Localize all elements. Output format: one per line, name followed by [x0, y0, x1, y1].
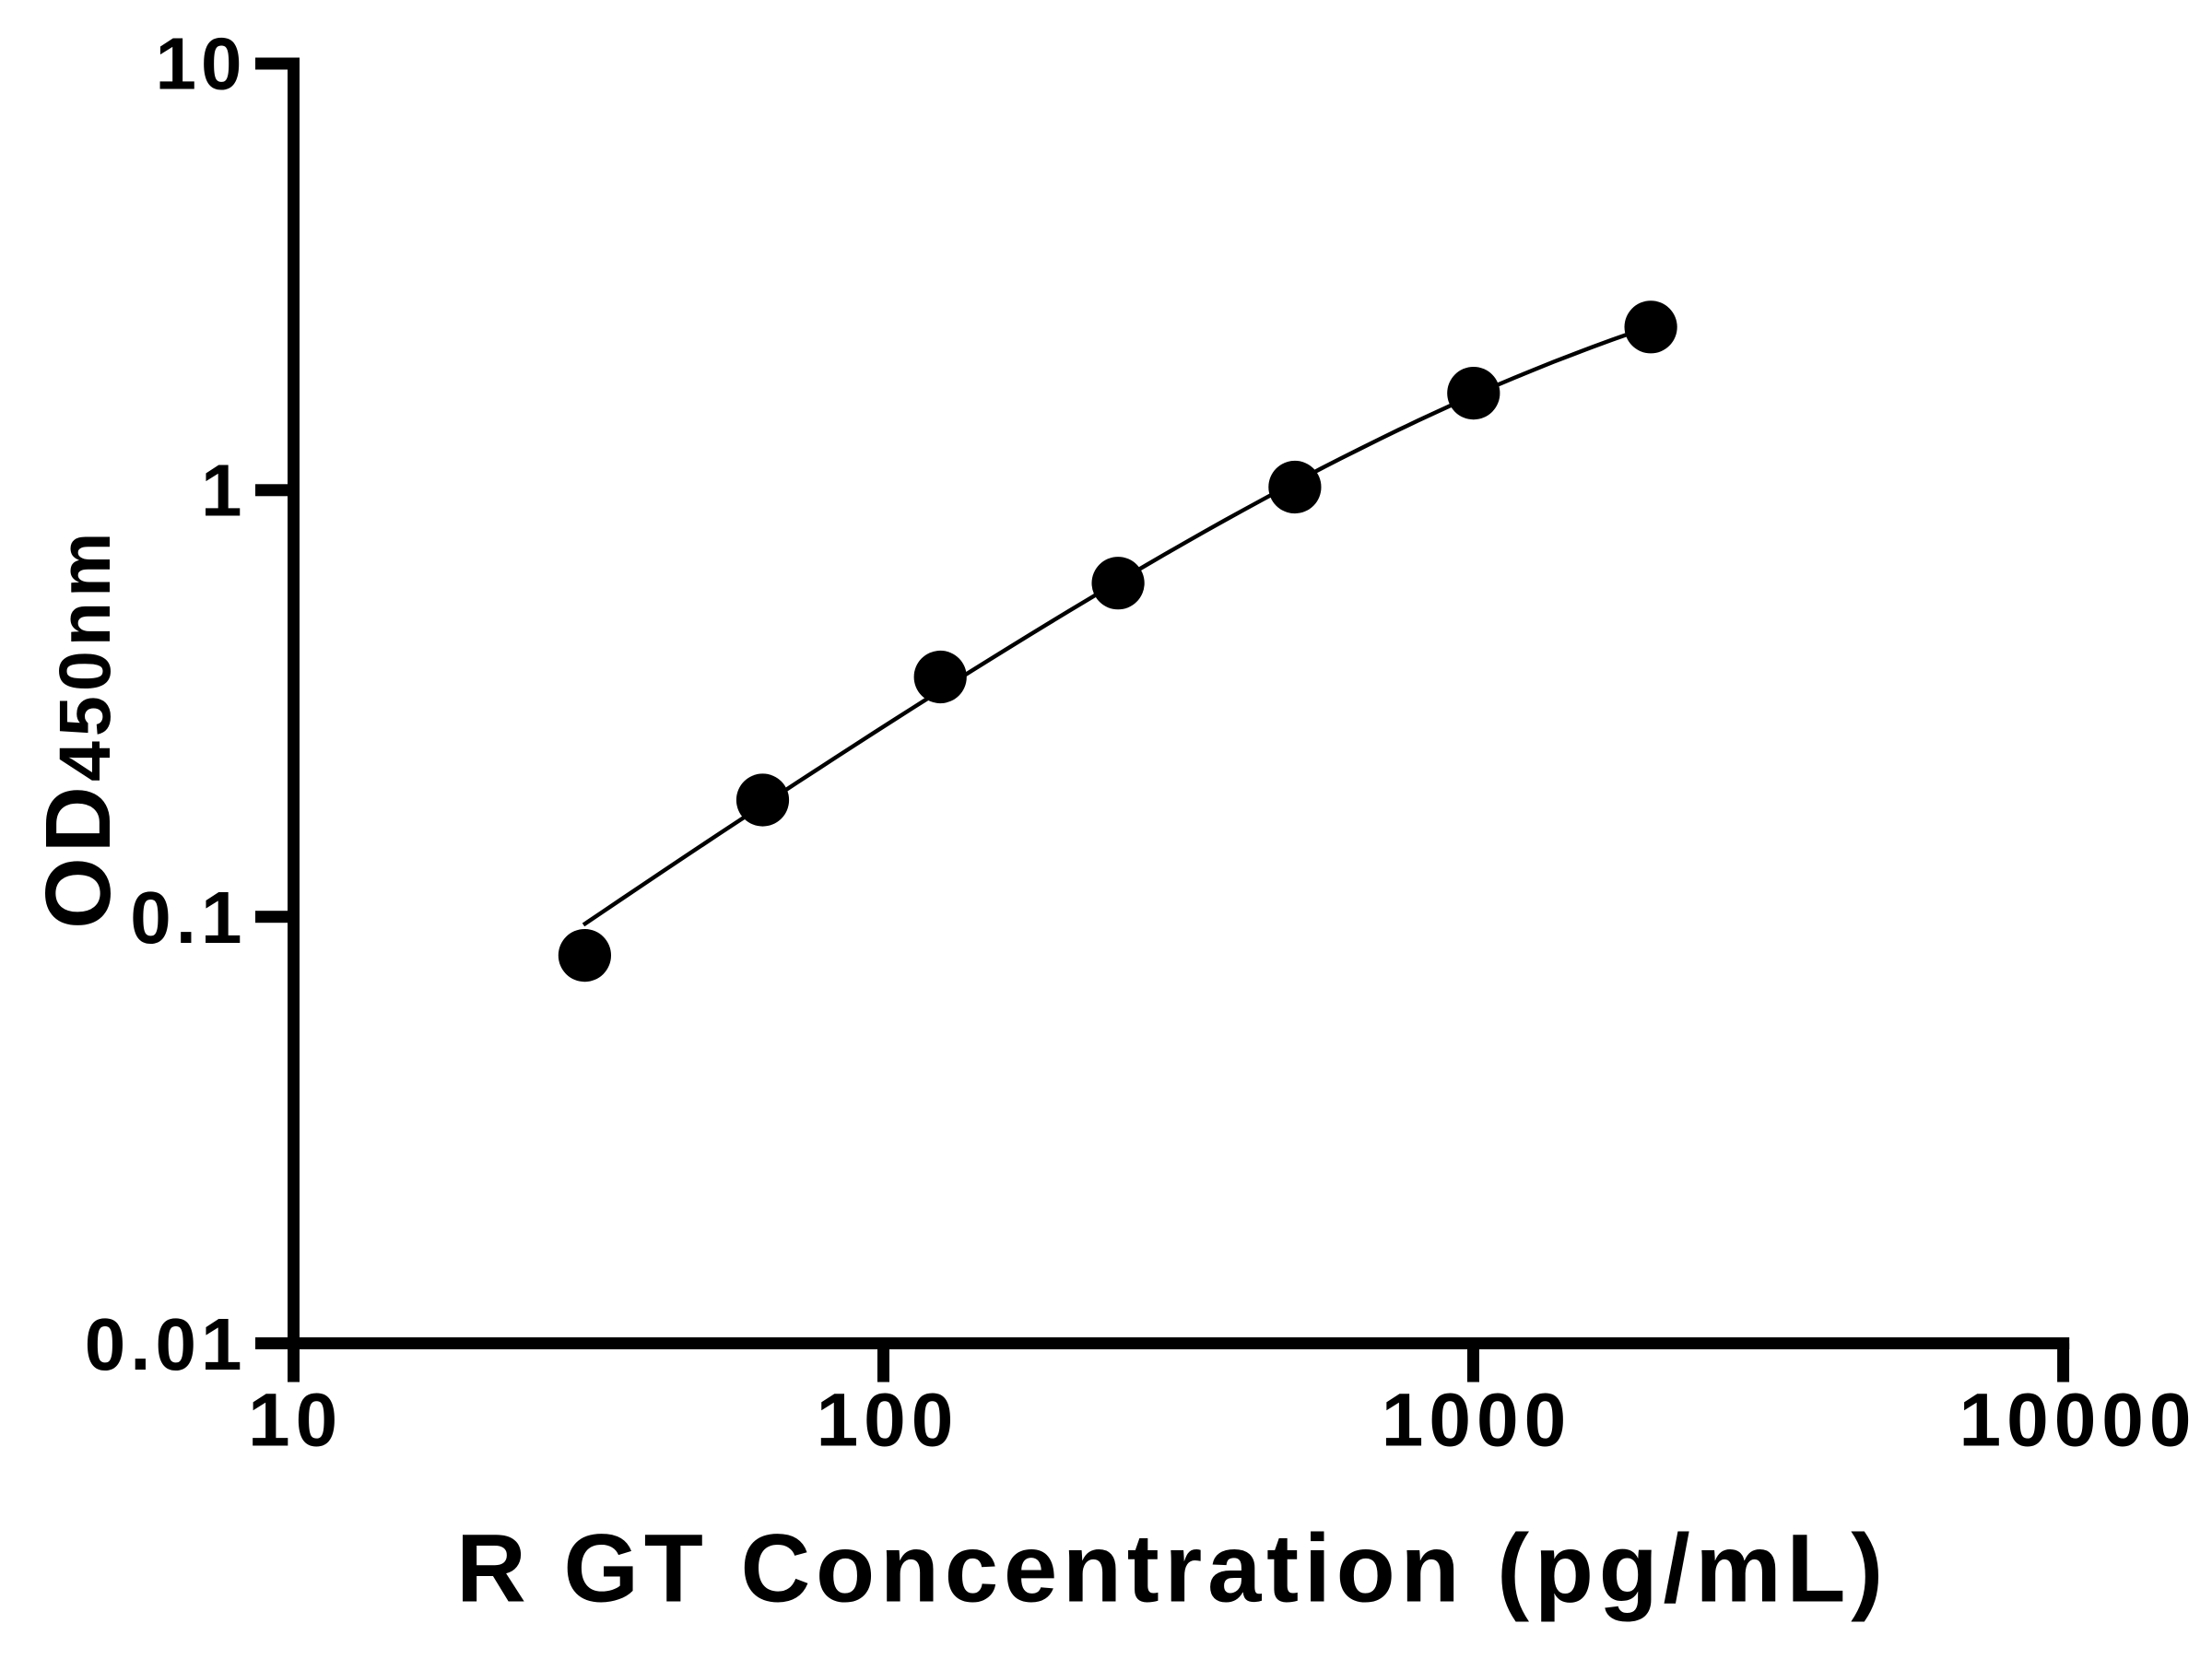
svg-text:10000: 10000: [1959, 1379, 2196, 1463]
svg-text:100: 100: [817, 1379, 959, 1463]
svg-text:0.1: 0.1: [130, 877, 246, 959]
svg-text:R GT Concentration (pg/mL): R GT Concentration (pg/mL): [456, 1514, 1888, 1622]
svg-text:1000: 1000: [1382, 1379, 1571, 1463]
svg-text:1: 1: [201, 450, 247, 532]
svg-text:0.01: 0.01: [85, 1303, 247, 1385]
svg-text:OD450nm: OD450nm: [27, 528, 130, 929]
svg-text:10: 10: [248, 1379, 343, 1463]
svg-text:10: 10: [156, 23, 247, 105]
